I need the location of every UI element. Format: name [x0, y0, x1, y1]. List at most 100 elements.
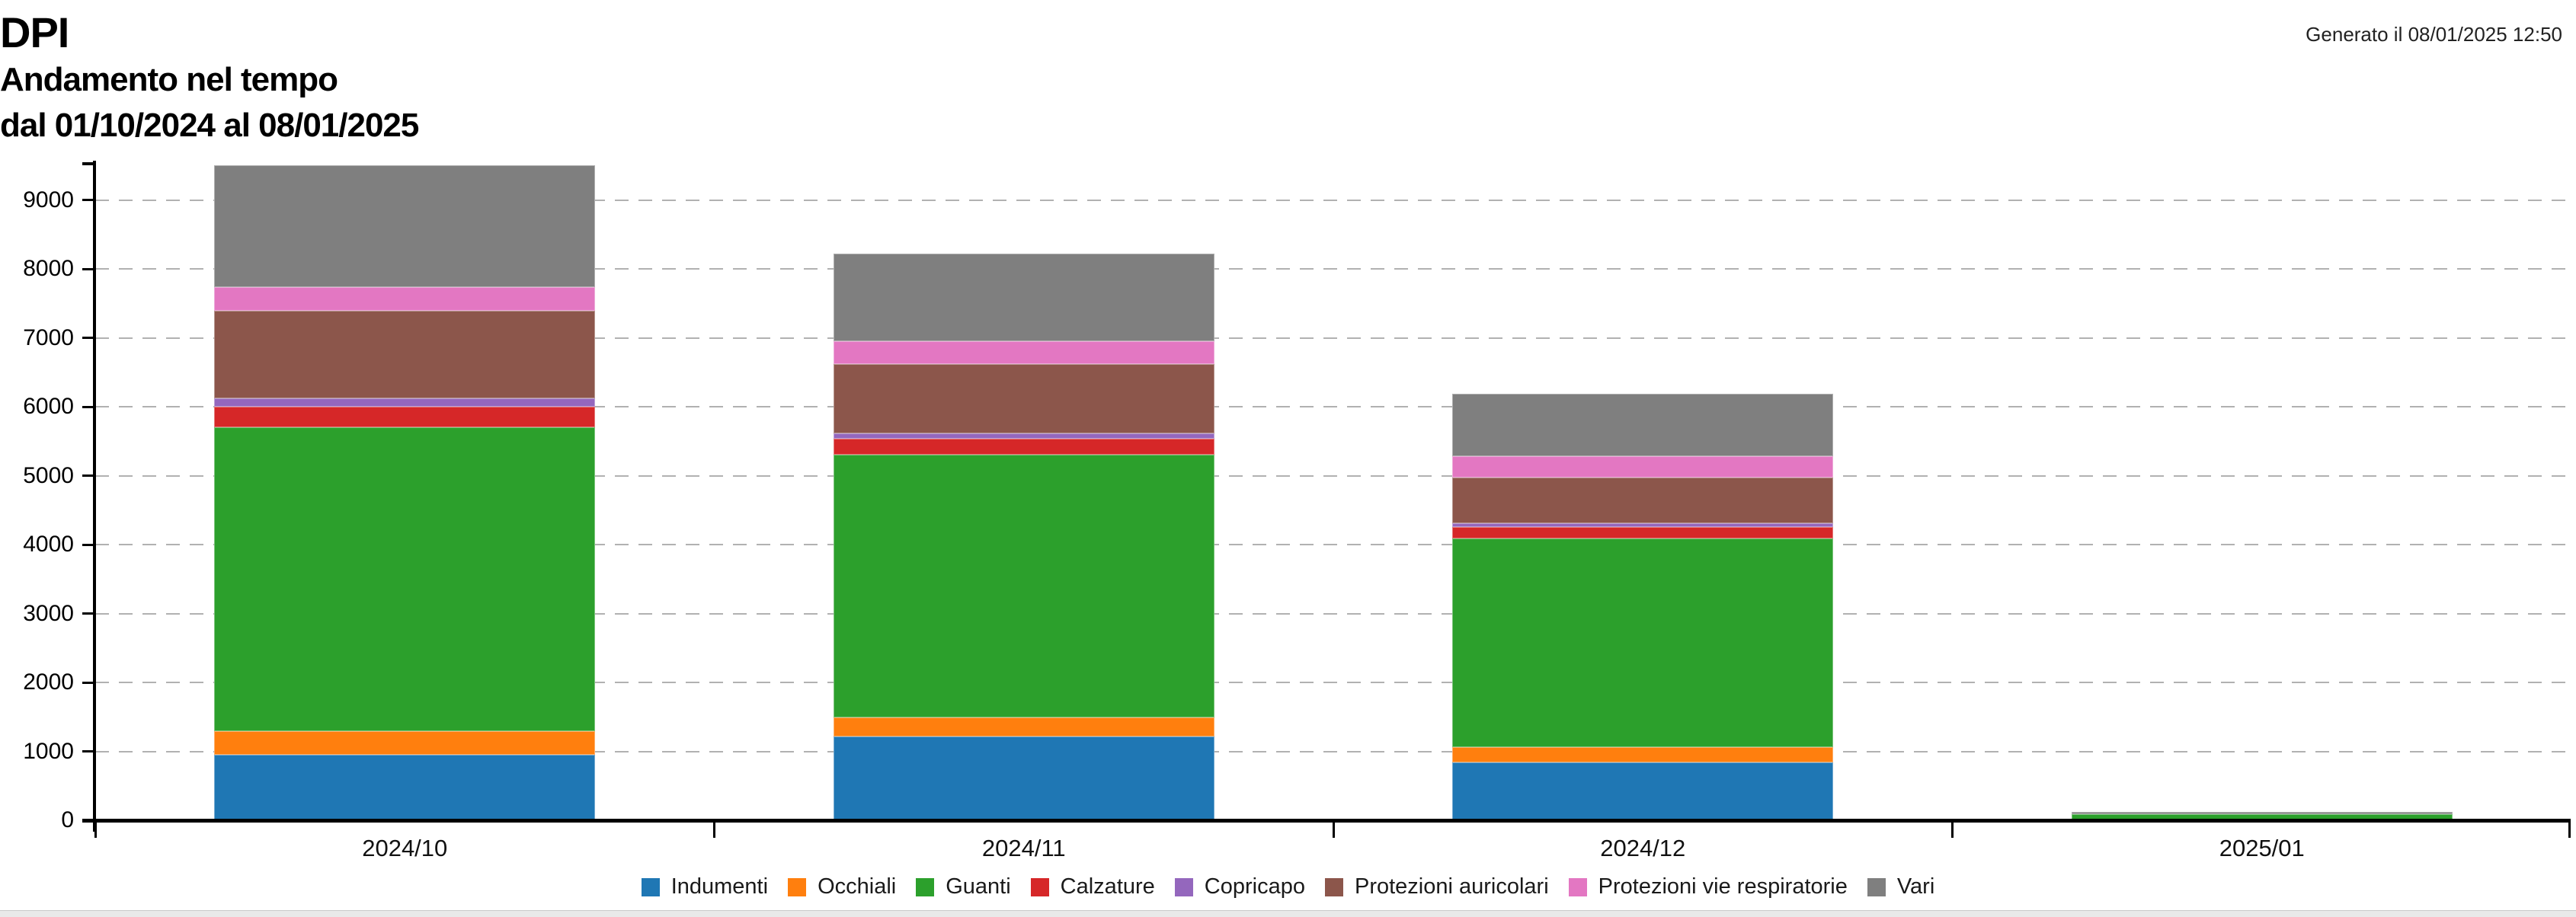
legend-item-indumenti: Indumenti: [641, 874, 769, 899]
y-axis-top-cap: [82, 162, 96, 165]
bar-segment-protezioni-vie-respiratorie: [1452, 455, 1834, 478]
legend: Indumenti Occhiali Guanti Calzature Copricap…: [0, 874, 2576, 899]
gridline-7000: [95, 337, 2571, 339]
bar-segment-calzature: [1452, 526, 1834, 539]
legend-swatch-icon: [641, 877, 660, 896]
chart-title: DPI: [0, 8, 69, 56]
x-axis-label-2024/12: 2024/12: [1600, 835, 1686, 861]
bar-segment-copricapo: [833, 433, 1214, 439]
legend-item-calzature: Calzature: [1030, 874, 1155, 899]
generated-timestamp: Generato il 08/01/2025 12:50: [2306, 23, 2562, 46]
bar-segment-copricapo: [1452, 523, 1834, 527]
x-axis-label-2025/01: 2025/01: [2219, 835, 2305, 861]
chart-period-range: dal 01/10/2024 al 08/01/2025: [0, 107, 419, 144]
bar-segment-guanti: [2071, 813, 2453, 820]
legend-item-protezioni-vie-respiratorie: Protezioni vie respiratorie: [1568, 874, 1848, 899]
x-axis-label-2024/11: 2024/11: [981, 835, 1066, 861]
bar-segment-occhiali: [1452, 747, 1834, 763]
gridline-9000: [95, 199, 2571, 201]
gridline-2000: [95, 682, 2571, 684]
y-axis-label-2000: 2000: [23, 669, 74, 695]
bar-segment-guanti: [833, 454, 1214, 718]
stacked-bar-2024/10: [214, 165, 596, 820]
legend-swatch-icon: [1867, 877, 1886, 896]
legend-swatch-icon: [916, 877, 935, 896]
legend-label: Protezioni auricolari: [1354, 874, 1549, 899]
y-axis-label-1000: 1000: [23, 738, 74, 764]
legend-item-occhiali: Occhiali: [788, 874, 896, 899]
legend-swatch-icon: [1030, 877, 1049, 896]
bar-segment-protezioni-auricolari: [833, 364, 1214, 433]
y-tick-1000: [82, 750, 94, 753]
bar-segment-vari: [1452, 394, 1834, 456]
x-axis: [82, 819, 2571, 823]
bar-segment-calzature: [214, 407, 596, 427]
y-tick-7000: [82, 337, 94, 340]
bar-segment-protezioni-vie-respiratorie: [833, 340, 1214, 365]
y-axis-label-9000: 9000: [23, 187, 74, 212]
stacked-bar-2024/12: [1452, 394, 1834, 820]
x-tick-1: [713, 823, 715, 838]
bar-segment-vari: [2071, 812, 2453, 814]
horizontal-scrollbar[interactable]: [0, 910, 2576, 917]
x-tick-3: [1951, 823, 1954, 838]
y-axis-label-4000: 4000: [23, 532, 74, 558]
y-axis-label-7000: 7000: [23, 324, 74, 350]
y-axis-label-6000: 6000: [23, 394, 74, 420]
gridline-5000: [95, 474, 2571, 477]
bar-segment-guanti: [214, 427, 596, 732]
gridline-1000: [95, 750, 2571, 752]
bar-segment-protezioni-vie-respiratorie: [214, 286, 596, 311]
y-tick-5000: [82, 474, 94, 478]
stacked-bar-2024/11: [833, 253, 1214, 820]
legend-label: Indumenti: [670, 874, 769, 899]
x-tick-0: [94, 823, 97, 838]
legend-label: Occhiali: [818, 874, 897, 899]
bar-segment-calzature: [833, 438, 1214, 455]
x-tick-2: [1332, 823, 1335, 838]
y-axis-label-8000: 8000: [23, 256, 74, 282]
legend-item-protezioni-auricolari: Protezioni auricolari: [1324, 874, 1549, 899]
legend-swatch-icon: [1568, 877, 1587, 896]
bar-segment-occhiali: [833, 717, 1214, 736]
bar-segment-indumenti: [1452, 762, 1834, 820]
stacked-bar-2025/01: [2071, 812, 2453, 820]
y-tick-8000: [82, 267, 94, 270]
gridline-3000: [95, 612, 2571, 615]
legend-item-copricapo: Copricapo: [1174, 874, 1305, 899]
y-tick-3000: [82, 612, 94, 615]
bar-segment-indumenti: [833, 736, 1214, 820]
bar-segment-copricapo: [214, 398, 596, 407]
bar-segment-protezioni-auricolari: [214, 310, 596, 399]
x-tick-4: [2568, 823, 2571, 838]
y-axis: [93, 161, 96, 832]
legend-label: Copricapo: [1204, 874, 1305, 899]
legend-label: Calzature: [1060, 874, 1155, 899]
y-tick-9000: [82, 199, 94, 202]
bar-segment-vari: [833, 253, 1214, 341]
y-tick-2000: [82, 681, 94, 684]
bar-segment-occhiali: [214, 731, 596, 756]
legend-swatch-icon: [1174, 877, 1193, 896]
legend-item-vari: Vari: [1867, 874, 1934, 899]
legend-label: Protezioni vie respiratorie: [1598, 874, 1848, 899]
legend-label: Vari: [1896, 874, 1935, 899]
gridline-6000: [95, 406, 2571, 408]
bar-segment-indumenti: [214, 755, 596, 820]
y-axis-label-0: 0: [61, 807, 74, 832]
x-axis-label-2024/10: 2024/10: [362, 835, 448, 861]
y-axis-label-3000: 3000: [23, 600, 74, 626]
y-tick-6000: [82, 405, 94, 408]
legend-swatch-icon: [1324, 877, 1343, 896]
bar-segment-protezioni-auricolari: [1452, 477, 1834, 524]
bar-segment-guanti: [1452, 538, 1834, 748]
chart-subtitle: Andamento nel tempo: [0, 61, 338, 98]
gridline-4000: [95, 544, 2571, 546]
legend-item-guanti: Guanti: [916, 874, 1011, 899]
legend-swatch-icon: [788, 877, 807, 896]
gridline-8000: [95, 268, 2571, 270]
legend-label: Guanti: [946, 874, 1011, 899]
y-tick-4000: [82, 543, 94, 546]
bar-segment-vari: [214, 165, 596, 287]
